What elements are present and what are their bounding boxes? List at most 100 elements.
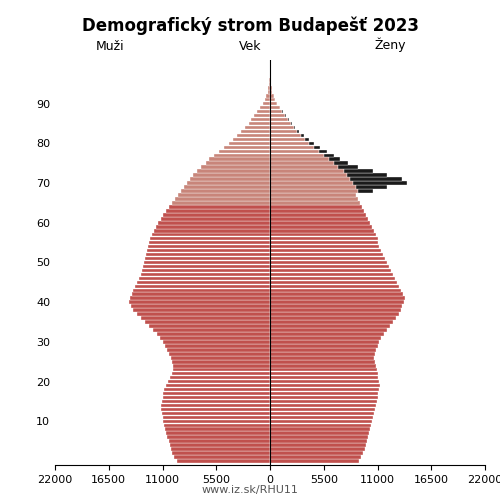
Bar xyxy=(270,459,359,463)
Bar xyxy=(147,249,270,252)
Bar xyxy=(164,213,270,216)
Bar xyxy=(270,264,389,268)
Bar xyxy=(270,245,380,248)
Bar xyxy=(270,452,363,455)
Bar xyxy=(164,388,270,392)
Bar xyxy=(162,400,270,404)
Bar xyxy=(252,118,270,122)
Bar xyxy=(158,221,270,224)
Bar xyxy=(164,392,270,396)
Bar xyxy=(190,178,270,181)
Bar xyxy=(141,316,270,320)
Bar xyxy=(270,106,280,110)
Bar xyxy=(152,233,270,236)
Bar xyxy=(270,284,399,288)
Bar xyxy=(358,189,372,193)
Bar xyxy=(270,189,358,193)
Bar xyxy=(164,424,270,427)
Bar xyxy=(270,178,350,181)
Bar xyxy=(164,420,270,423)
Bar xyxy=(162,396,270,400)
Bar xyxy=(356,186,388,189)
Bar xyxy=(133,288,270,292)
Bar xyxy=(338,166,358,169)
Bar xyxy=(270,352,374,356)
Bar xyxy=(150,237,270,240)
Bar xyxy=(270,256,386,260)
Bar xyxy=(266,94,270,98)
Bar xyxy=(270,209,364,212)
Bar xyxy=(166,432,270,435)
Bar xyxy=(270,408,374,411)
Bar xyxy=(270,416,372,419)
Bar xyxy=(200,166,270,169)
Bar xyxy=(270,348,376,352)
Bar xyxy=(294,126,296,130)
Bar xyxy=(285,114,286,117)
Bar xyxy=(270,237,378,240)
Bar xyxy=(270,213,366,216)
Bar xyxy=(270,300,404,304)
Bar xyxy=(270,392,378,396)
Bar xyxy=(319,150,326,153)
Bar xyxy=(139,276,270,280)
Bar xyxy=(270,376,378,380)
Bar xyxy=(270,340,380,344)
Bar xyxy=(270,142,309,145)
Bar xyxy=(270,114,285,117)
Bar xyxy=(162,340,270,344)
Bar xyxy=(170,205,270,208)
Bar xyxy=(142,268,270,272)
Bar xyxy=(132,292,270,296)
Bar xyxy=(145,320,270,324)
Bar xyxy=(270,249,382,252)
Bar xyxy=(160,217,270,220)
Bar xyxy=(270,138,305,141)
Bar xyxy=(254,114,270,117)
Bar xyxy=(305,138,309,141)
Bar xyxy=(270,162,334,165)
Bar xyxy=(270,233,376,236)
Bar xyxy=(328,158,340,161)
Bar xyxy=(133,308,270,312)
Bar xyxy=(145,256,270,260)
Bar xyxy=(270,432,368,435)
Bar xyxy=(187,182,270,185)
Bar xyxy=(135,284,270,288)
Bar xyxy=(270,456,361,459)
Bar xyxy=(270,182,353,185)
Bar xyxy=(160,404,270,407)
Bar xyxy=(170,376,270,380)
Bar xyxy=(270,90,272,94)
Bar xyxy=(270,110,282,114)
Bar xyxy=(270,229,374,232)
Bar xyxy=(270,440,367,443)
Bar xyxy=(233,138,270,141)
Bar xyxy=(146,253,270,256)
Bar xyxy=(270,170,344,173)
Bar xyxy=(270,380,380,384)
Text: www.iz.sk/RHU11: www.iz.sk/RHU11 xyxy=(202,485,298,495)
Bar xyxy=(166,384,270,388)
Bar xyxy=(172,201,270,204)
Bar xyxy=(270,94,274,98)
Bar xyxy=(148,245,270,248)
Bar xyxy=(270,186,356,189)
Bar xyxy=(270,400,376,404)
Bar xyxy=(270,102,277,106)
Bar xyxy=(237,134,270,137)
Bar xyxy=(168,380,270,384)
Bar xyxy=(170,352,270,356)
Bar xyxy=(270,444,366,447)
Bar xyxy=(302,134,304,137)
Bar xyxy=(177,459,270,463)
Bar xyxy=(270,404,376,407)
Bar xyxy=(270,86,272,90)
Bar xyxy=(334,162,348,165)
Text: Demografický strom Budapešť 2023: Demografický strom Budapešť 2023 xyxy=(82,16,418,35)
Bar xyxy=(168,348,270,352)
Bar xyxy=(270,280,397,284)
Bar xyxy=(172,448,270,451)
Bar xyxy=(270,126,294,130)
Bar xyxy=(270,201,360,204)
